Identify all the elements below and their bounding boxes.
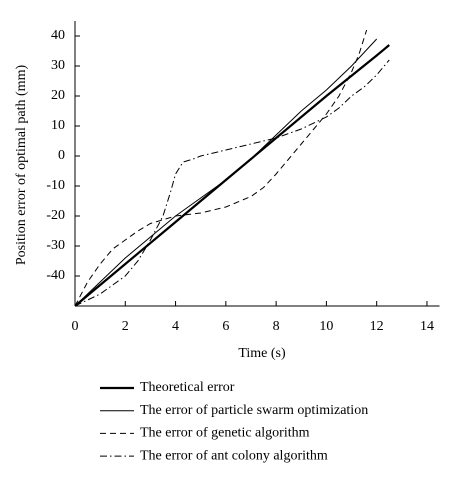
y-tick-label: -40 xyxy=(46,268,65,283)
y-tick-label: 0 xyxy=(58,148,65,163)
legend-label: The error of genetic algorithm xyxy=(140,426,310,441)
x-tick-label: 4 xyxy=(172,319,179,334)
y-tick-label: 10 xyxy=(51,118,65,133)
x-tick-label: 6 xyxy=(222,319,229,334)
series-line xyxy=(74,44,390,307)
x-tick-label: 0 xyxy=(72,319,79,334)
y-tick-label: -10 xyxy=(46,178,65,193)
x-axis-title: Time (s) xyxy=(238,346,286,361)
x-tick-label: 12 xyxy=(370,319,384,334)
series-line xyxy=(74,29,368,307)
x-tick-label: 2 xyxy=(122,319,129,334)
y-tick-label: 20 xyxy=(51,88,65,103)
y-tick-label: -20 xyxy=(46,208,65,223)
x-tick-label: 14 xyxy=(420,319,434,334)
y-tick-label: -30 xyxy=(46,238,65,253)
legend-label: Theoretical error xyxy=(140,380,235,395)
series-line xyxy=(74,59,390,307)
y-axis-title: Position error of optimal path (mm) xyxy=(14,65,29,266)
x-tick-label: 10 xyxy=(319,319,333,334)
y-tick-label: 40 xyxy=(51,28,65,43)
legend-label: The error of ant colony algorithm xyxy=(140,448,328,463)
legend-label: The error of particle swarm optimization xyxy=(140,403,368,418)
series-line xyxy=(74,38,378,307)
y-tick-label: 30 xyxy=(51,58,65,73)
x-tick-label: 8 xyxy=(273,319,280,334)
